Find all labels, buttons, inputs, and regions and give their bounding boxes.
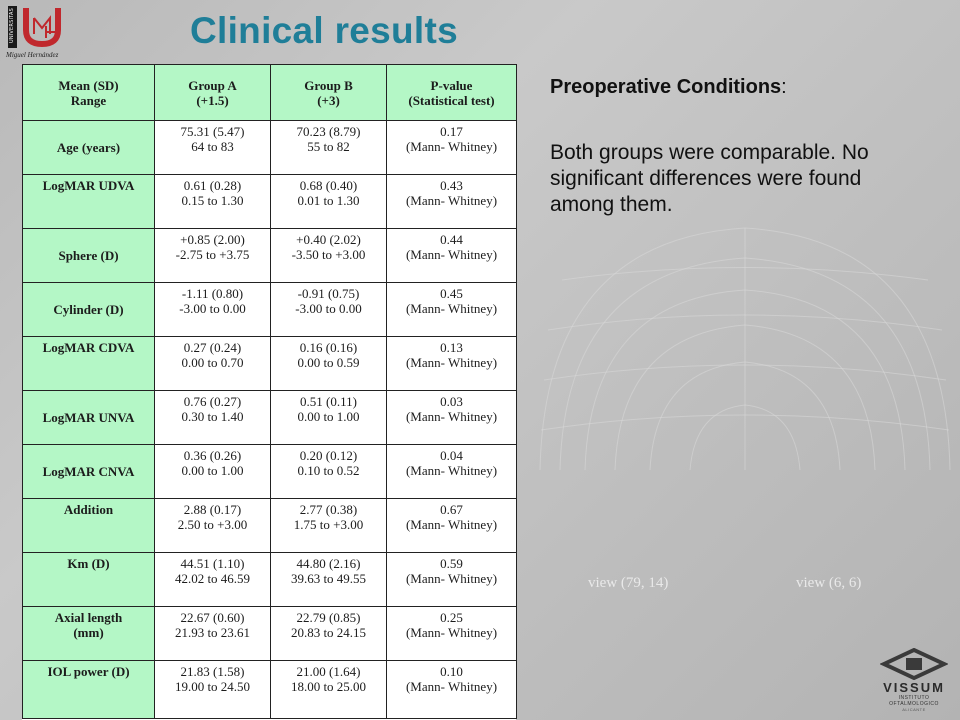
row-label: Cylinder (D): [22, 282, 155, 337]
group-a-cell: 0.76 (0.27) 0.30 to 1.40: [154, 390, 271, 445]
table-row: IOL power (D) 21.83 (1.58) 19.00 to 24.50…: [22, 660, 517, 719]
p-value-cell: 0.25 (Mann- Whitney): [386, 606, 517, 661]
row-label: Sphere (D): [22, 228, 155, 283]
group-b-cell: -0.91 (0.75) -3.00 to 0.00: [270, 282, 387, 337]
group-a-cell: -1.11 (0.80) -3.00 to 0.00: [154, 282, 271, 337]
vissum-name: VISSUM: [883, 680, 945, 695]
table-row: Km (D) 44.51 (1.10) 42.02 to 46.59 44.80 …: [22, 552, 517, 607]
table-row: Cylinder (D) -1.11 (0.80) -3.00 to 0.00 -…: [22, 282, 517, 337]
p-value-cell: 0.17 (Mann- Whitney): [386, 120, 517, 175]
group-a-cell: +0.85 (2.00) -2.75 to +3.75: [154, 228, 271, 283]
group-a-cell: 22.67 (0.60) 21.93 to 23.61: [154, 606, 271, 661]
section-heading-suffix: :: [781, 76, 787, 98]
row-label: LogMAR UNVA: [22, 390, 155, 445]
slide-title: Clinical results: [190, 10, 459, 51]
section-heading-bold: Preoperative Conditions: [550, 76, 782, 98]
group-b-cell: 0.20 (0.12) 0.10 to 0.52: [270, 444, 387, 499]
table-row: LogMAR CNVA 0.36 (0.26) 0.00 to 1.00 0.20…: [22, 444, 517, 499]
table-header-row: Mean (SD) Range Group A (+1.5) Group B (+3)…: [22, 64, 517, 121]
summary-paragraph: Both groups were comparable. No signific…: [550, 141, 869, 216]
header-cell: P-value (Statistical test): [386, 64, 517, 121]
row-label: Km (D): [22, 552, 155, 607]
group-b-cell: 0.16 (0.16) 0.00 to 0.59: [270, 336, 387, 391]
university-flag-mark: UNIVERSITAS: [8, 6, 17, 48]
group-b-cell: 21.00 (1.64) 18.00 to 25.00: [270, 660, 387, 719]
table-row: Axial length (mm) 22.67 (0.60) 21.93 to 23…: [22, 606, 517, 661]
p-value-cell: 0.13 (Mann- Whitney): [386, 336, 517, 391]
vissum-subtitle-3: ALICANTE: [902, 707, 926, 712]
vissum-logo: VISSUM INSTITUTO OFTALMOLOGICO ALICANTE: [874, 648, 954, 714]
group-b-cell: 0.51 (0.11) 0.00 to 1.00: [270, 390, 387, 445]
row-label: LogMAR CDVA: [22, 336, 155, 391]
table-row: Addition 2.88 (0.17) 2.50 to +3.00 2.77 (…: [22, 498, 517, 553]
p-value-cell: 0.67 (Mann- Whitney): [386, 498, 517, 553]
row-label: LogMAR CNVA: [22, 444, 155, 499]
group-a-cell: 44.51 (1.10) 42.02 to 46.59: [154, 552, 271, 607]
header-cell: Group B (+3): [270, 64, 387, 121]
p-value-cell: 0.45 (Mann- Whitney): [386, 282, 517, 337]
group-a-cell: 2.88 (0.17) 2.50 to +3.00: [154, 498, 271, 553]
group-b-cell: 0.68 (0.40) 0.01 to 1.30: [270, 174, 387, 229]
clinical-results-table: Mean (SD) Range Group A (+1.5) Group B (+3)…: [22, 64, 517, 719]
group-b-cell: +0.40 (2.02) -3.50 to +3.00: [270, 228, 387, 283]
table-row: LogMAR UNVA 0.76 (0.27) 0.30 to 1.40 0.51…: [22, 390, 517, 445]
row-label: Axial length (mm): [22, 606, 155, 661]
table-row: LogMAR UDVA 0.61 (0.28) 0.15 to 1.30 0.68…: [22, 174, 517, 229]
vissum-subtitle-1: INSTITUTO: [898, 695, 930, 701]
group-b-cell: 44.80 (2.16) 39.63 to 49.55: [270, 552, 387, 607]
group-a-cell: 0.61 (0.28) 0.15 to 1.30: [154, 174, 271, 229]
p-value-cell: 0.59 (Mann- Whitney): [386, 552, 517, 607]
university-vertical-text: UNIVERSITAS: [9, 8, 15, 44]
table-row: Age (years) 75.31 (5.47) 64 to 83 70.23 (…: [22, 120, 517, 175]
row-label: Age (years): [22, 120, 155, 175]
group-b-cell: 22.79 (0.85) 20.83 to 24.15: [270, 606, 387, 661]
p-value-cell: 0.43 (Mann- Whitney): [386, 174, 517, 229]
group-b-cell: 70.23 (8.79) 55 to 82: [270, 120, 387, 175]
p-value-cell: 0.04 (Mann- Whitney): [386, 444, 517, 499]
group-a-cell: 0.36 (0.26) 0.00 to 1.00: [154, 444, 271, 499]
university-logo: UNIVERSITAS Miguel Hernández: [6, 4, 62, 60]
p-value-cell: 0.03 (Mann- Whitney): [386, 390, 517, 445]
header-cell: Group A (+1.5): [154, 64, 271, 121]
group-a-cell: 21.83 (1.58) 19.00 to 24.50: [154, 660, 271, 719]
group-b-cell: 2.77 (0.38) 1.75 to +3.00: [270, 498, 387, 553]
dome-caption-right: view (6, 6): [796, 575, 862, 591]
p-value-cell: 0.44 (Mann- Whitney): [386, 228, 517, 283]
group-a-cell: 0.27 (0.24) 0.00 to 0.70: [154, 336, 271, 391]
vissum-subtitle-2: OFTALMOLOGICO: [889, 701, 939, 707]
university-monogram-icon: [23, 8, 61, 48]
university-caption: Miguel Hernández: [6, 51, 59, 59]
table-row: Sphere (D) +0.85 (2.00) -2.75 to +3.75 +0…: [22, 228, 517, 283]
group-a-cell: 75.31 (5.47) 64 to 83: [154, 120, 271, 175]
p-value-cell: 0.10 (Mann- Whitney): [386, 660, 517, 719]
section-heading: Preoperative Conditions:: [550, 76, 787, 99]
row-label: IOL power (D): [22, 660, 155, 719]
dome-caption-left: view (79, 14): [588, 575, 669, 591]
row-label: LogMAR UDVA: [22, 174, 155, 229]
header-cell: Mean (SD) Range: [22, 64, 155, 121]
clinical-results-table-container: Mean (SD) Range Group A (+1.5) Group B (+3)…: [22, 64, 517, 720]
table-row: LogMAR CDVA 0.27 (0.24) 0.00 to 0.70 0.16…: [22, 336, 517, 391]
row-label: Addition: [22, 498, 155, 553]
eye-icon: [880, 648, 948, 680]
